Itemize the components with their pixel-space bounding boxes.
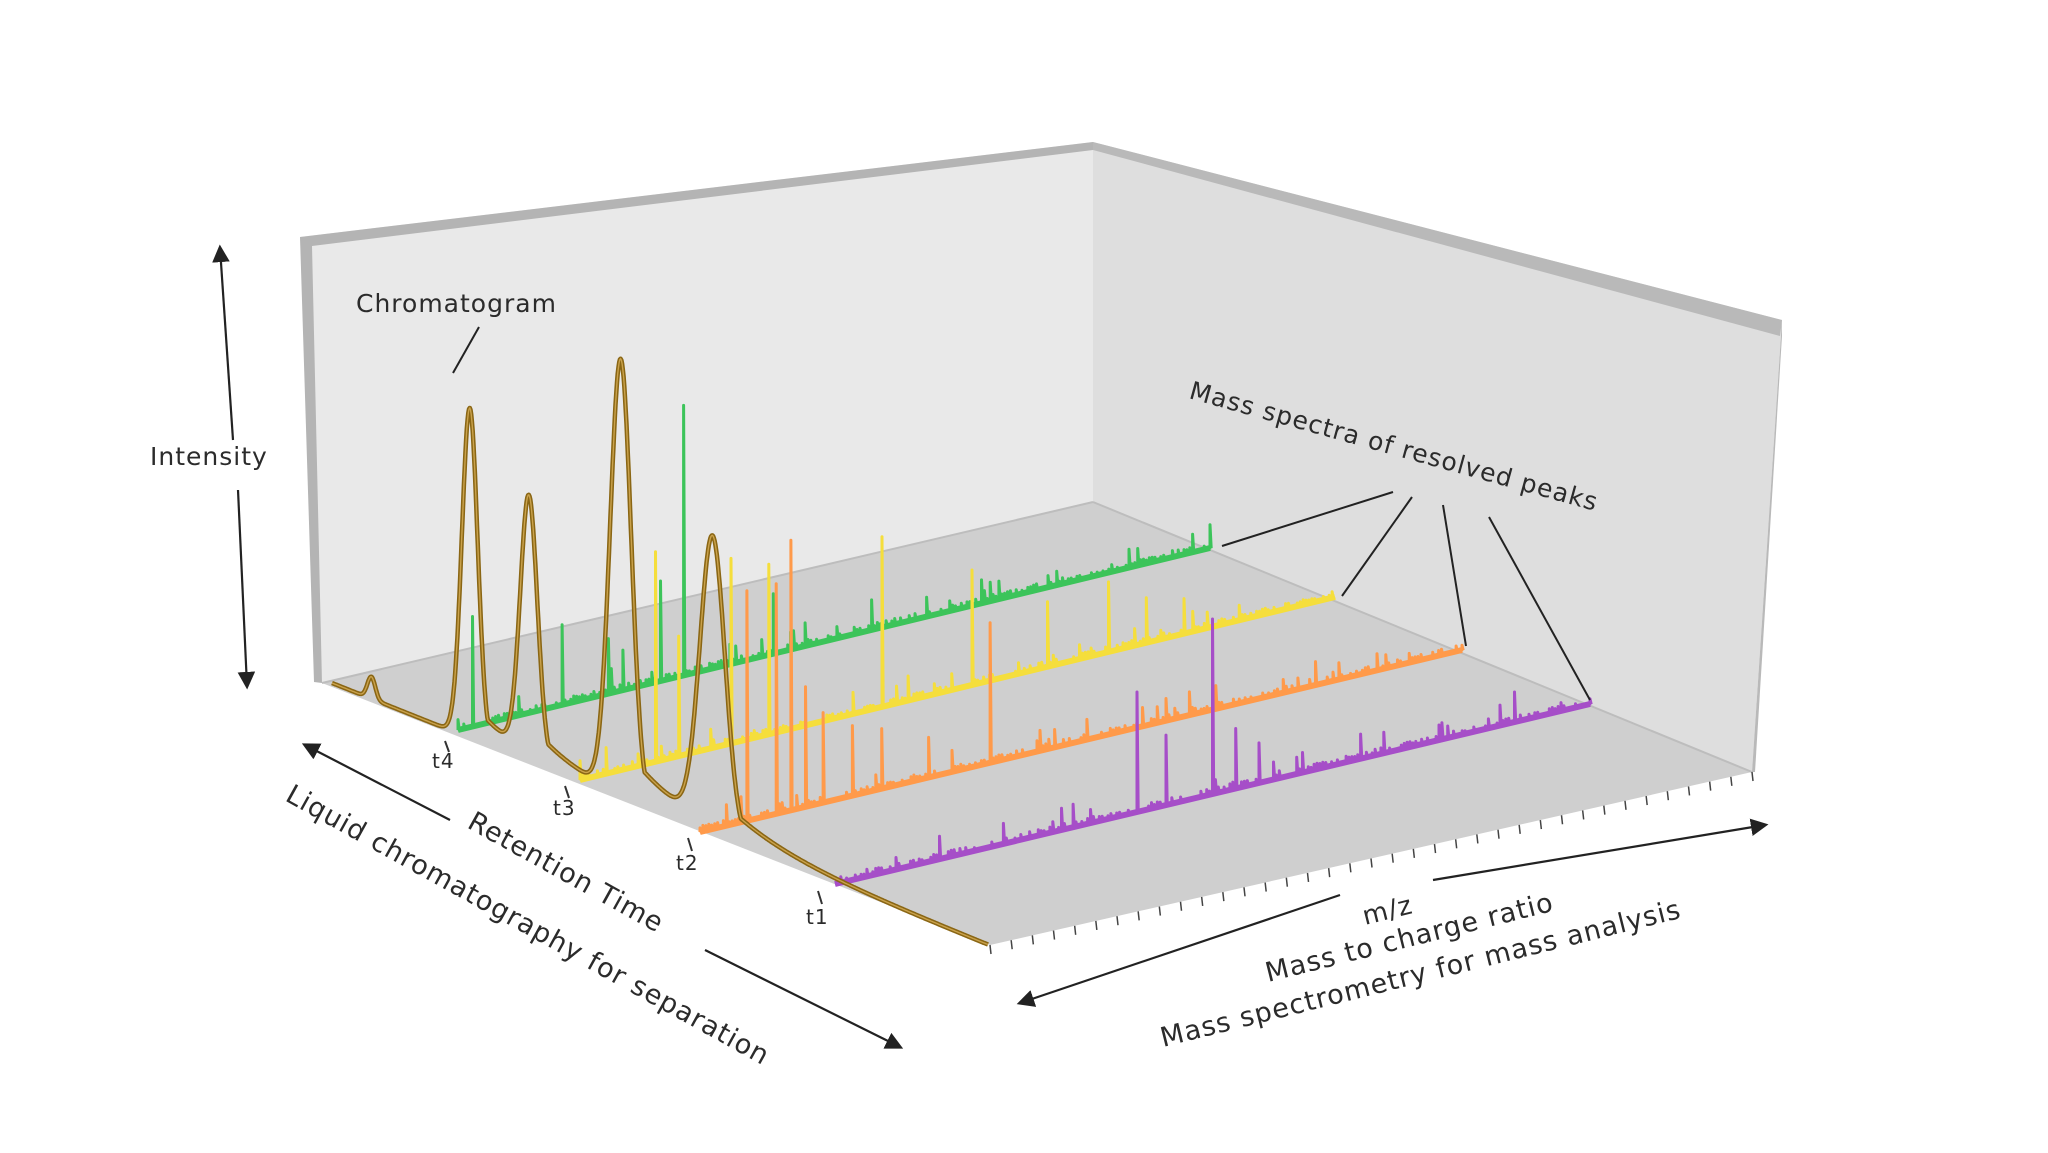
intensity-label: Intensity — [150, 442, 268, 471]
time-tick-t1: t1 — [806, 905, 829, 929]
mz-tick — [1687, 786, 1691, 796]
spectra-leader-1 — [1221, 491, 1394, 547]
mz-tick — [1285, 877, 1289, 887]
spectra-leader-4 — [1488, 516, 1591, 701]
mass-spectra-group — [456, 403, 1593, 887]
mz-tick — [1454, 839, 1458, 849]
spectra-leader-3 — [1442, 504, 1467, 647]
chromatogram-label: Chromatogram — [356, 289, 557, 318]
mz-tick — [1306, 872, 1310, 882]
mz-tick — [1603, 805, 1606, 815]
intensity-arrow-up — [212, 244, 235, 441]
mz-tick — [1200, 896, 1204, 907]
spectrum-t2 — [698, 538, 1465, 834]
mz-tick — [989, 944, 992, 955]
chromatogram-leader — [452, 326, 480, 374]
mz-tick — [1137, 911, 1140, 921]
time-tick-t3: t3 — [553, 796, 576, 820]
retention-time-arrow — [301, 743, 451, 821]
spectra-leader-2 — [1341, 496, 1413, 597]
mz-tick — [1730, 776, 1733, 786]
time-tick-t2: t2 — [676, 851, 699, 875]
mz-axis-ticks — [989, 771, 1754, 955]
ms-analysis-label: Mass spectrometry for mass analysis — [1157, 894, 1684, 1054]
mz-tick — [1391, 853, 1394, 863]
mz-tick — [1222, 892, 1225, 902]
intensity-arrow-down — [236, 489, 256, 690]
spectrum-t3 — [578, 535, 1336, 782]
mz-arrow-left — [1016, 893, 1341, 1007]
mz-tick — [1264, 882, 1267, 892]
mz-tick — [1031, 935, 1035, 945]
time-tick-t4: t4 — [432, 749, 455, 773]
mz-tick — [1243, 887, 1246, 897]
retention-time-arrow-end — [704, 949, 904, 1049]
mz-tick — [1010, 940, 1013, 950]
mz-tick — [1497, 829, 1500, 839]
mz-tick — [1539, 819, 1543, 830]
mz-tick — [1095, 920, 1098, 931]
floor — [322, 502, 1752, 945]
side-wall-rim — [1752, 320, 1782, 772]
mz-tick — [1433, 844, 1437, 854]
mz-tick — [1370, 858, 1373, 868]
mz-arrow-right — [1432, 818, 1769, 882]
side-wall-edge — [1093, 142, 1782, 336]
mz-tick — [1518, 824, 1521, 834]
side-wall — [1093, 142, 1782, 772]
chromatogram-curve-highlight — [331, 357, 989, 946]
mz-tick — [1116, 916, 1119, 926]
mz-tick — [1073, 925, 1077, 935]
mz-tick — [1560, 815, 1564, 825]
mz-tick — [1349, 863, 1352, 873]
mz-tick — [1624, 800, 1627, 810]
mz-tick — [1645, 795, 1648, 806]
mz-tick — [1158, 906, 1162, 916]
mz-tick — [1179, 901, 1183, 911]
mz-tick — [1708, 781, 1712, 791]
mz-tick — [1751, 771, 1754, 782]
spectrum-t4 — [456, 403, 1213, 732]
mz-tick — [1327, 868, 1331, 878]
mz-tick — [1666, 791, 1670, 801]
spectrum-t1 — [834, 617, 1593, 886]
mz-tick — [1581, 810, 1585, 820]
mz-tick — [1476, 834, 1479, 844]
mz-tick — [1412, 848, 1416, 858]
mz-tick — [1052, 930, 1056, 940]
